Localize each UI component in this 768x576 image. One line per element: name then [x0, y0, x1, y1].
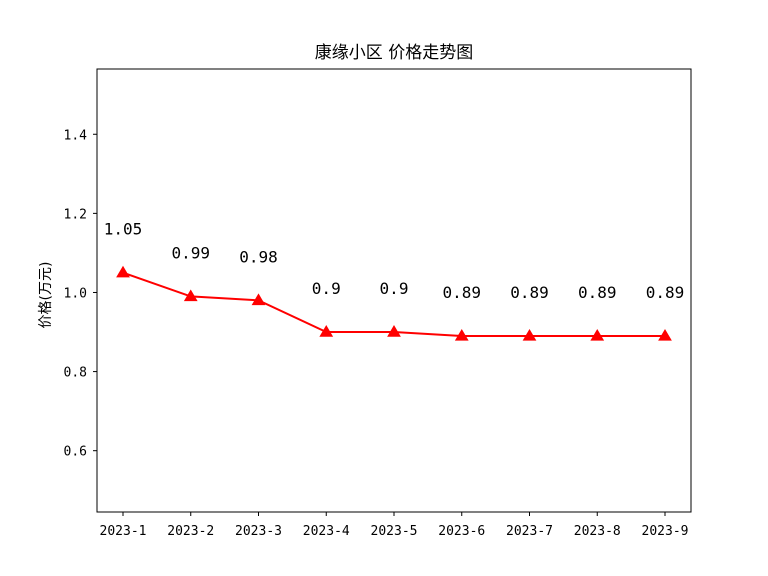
- data-label: 0.89: [442, 283, 481, 302]
- data-label: 0.9: [312, 279, 341, 298]
- data-point-marker: [319, 325, 334, 337]
- x-tick-label: 2023-5: [371, 524, 418, 539]
- x-tick-label: 2023-8: [574, 524, 621, 539]
- data-label: 1.05: [104, 220, 143, 239]
- data-point-marker: [116, 265, 130, 278]
- x-tick-label: 2023-6: [438, 524, 485, 539]
- data-label: 0.89: [510, 283, 549, 302]
- data-point-marker: [454, 329, 469, 341]
- y-tick-label: 1.0: [64, 286, 87, 301]
- x-tick-label: 2023-7: [506, 524, 553, 539]
- y-tick-label: 0.6: [64, 445, 87, 460]
- data-labels: 1.05 0.99 0.98 0.9 0.9 0.89 0.89 0.89 0.89: [104, 220, 685, 302]
- data-point-marker: [590, 329, 605, 341]
- data-label: 0.9: [380, 279, 409, 298]
- x-tick-label: 2023-9: [642, 524, 689, 539]
- x-tick-label: 2023-2: [167, 524, 214, 539]
- y-tick-label: 1.2: [64, 207, 87, 222]
- y-axis-label: 价格(万元): [38, 262, 54, 329]
- data-point-marker: [183, 289, 198, 302]
- y-axis: 0.6 0.8 1.0 1.2 1.4: [64, 128, 97, 460]
- chart-title: 康缘小区 价格走势图: [315, 43, 473, 63]
- x-axis: 2023-1 2023-2 2023-3 2023-4 2023-5 2023-6 2023…: [100, 512, 689, 539]
- x-tick-label: 2023-1: [100, 524, 147, 539]
- data-point-marker: [658, 329, 672, 341]
- series-layer: [116, 265, 672, 341]
- data-label: 0.89: [646, 283, 685, 302]
- x-tick-label: 2023-4: [303, 524, 350, 539]
- data-label: 0.89: [578, 283, 617, 302]
- y-tick-label: 0.8: [64, 366, 87, 381]
- x-tick-label: 2023-3: [235, 524, 282, 539]
- data-point-marker: [522, 329, 537, 341]
- data-point-marker: [387, 325, 401, 337]
- data-label: 0.98: [239, 247, 278, 266]
- data-point-marker: [251, 293, 266, 306]
- data-label: 0.99: [171, 243, 210, 262]
- y-tick-label: 1.4: [64, 128, 88, 143]
